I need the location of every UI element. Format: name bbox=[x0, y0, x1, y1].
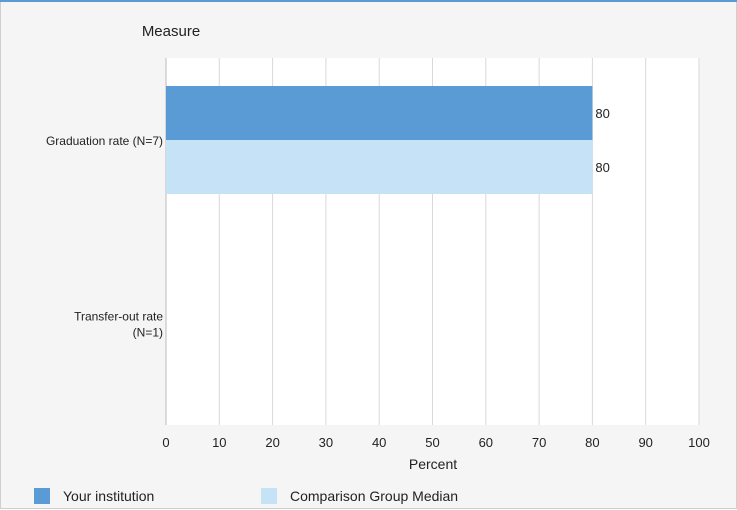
legend-item-your-institution: Your institution bbox=[34, 487, 154, 505]
x-tick-label: 50 bbox=[425, 435, 439, 450]
legend-label: Your institution bbox=[63, 488, 155, 504]
bar-chart: 80 80 Graduation rate (N=7) Transfer-out r… bbox=[46, 23, 710, 472]
data-labels: 80 80 bbox=[595, 106, 609, 175]
legend-swatch bbox=[261, 488, 277, 504]
bars bbox=[166, 86, 593, 194]
x-tick-label: 20 bbox=[265, 435, 279, 450]
data-label: 80 bbox=[595, 106, 609, 121]
x-tick-label: 70 bbox=[532, 435, 546, 450]
legend-item-comparison-group-median: Comparison Group Median bbox=[261, 487, 458, 505]
x-tick-label: 10 bbox=[212, 435, 226, 450]
x-tick-label: 80 bbox=[585, 435, 599, 450]
category-label: Transfer-out rate (N=1) bbox=[74, 310, 163, 340]
category-axis-title: Measure bbox=[142, 23, 200, 40]
category-label: Graduation rate (N=7) bbox=[46, 134, 163, 148]
bar bbox=[166, 140, 593, 194]
x-tick-label: 0 bbox=[162, 435, 169, 450]
x-tick-label: 100 bbox=[688, 435, 710, 450]
x-tick-label: 30 bbox=[319, 435, 333, 450]
top-accent-line bbox=[0, 0, 737, 2]
data-label: 80 bbox=[595, 160, 609, 175]
legend-label: Comparison Group Median bbox=[290, 488, 459, 504]
legend-swatch bbox=[34, 488, 50, 504]
category-labels: Graduation rate (N=7) Transfer-out rate (N… bbox=[46, 134, 163, 340]
bar bbox=[166, 86, 593, 140]
x-axis-title: Percent bbox=[409, 456, 457, 472]
x-tick-label: 40 bbox=[372, 435, 386, 450]
x-tick-labels: 0 10 20 30 40 50 60 70 80 90 100 bbox=[162, 435, 709, 450]
x-tick-label: 90 bbox=[638, 435, 652, 450]
x-tick-label: 60 bbox=[479, 435, 493, 450]
